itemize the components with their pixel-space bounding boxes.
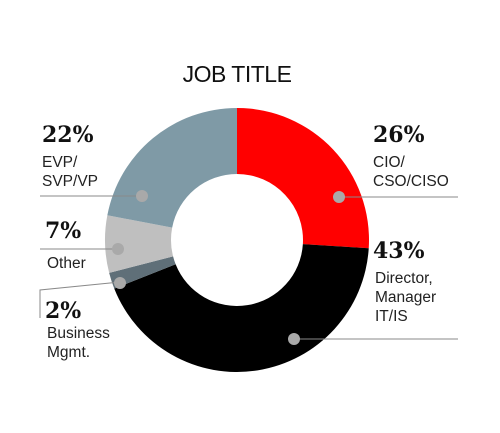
donut-slice-1 [237, 108, 369, 249]
slice-value-label: 22% [42, 122, 94, 148]
donut-slice-2 [114, 244, 369, 373]
slice-category-label: Director, Manager IT/IS [375, 270, 436, 325]
slice-value-label: 2% [45, 298, 81, 324]
donut-slice-4 [105, 215, 174, 273]
slice-value-label: 7% [45, 218, 81, 244]
slice-category-label-line: CIO/ [373, 154, 406, 171]
leader-dot-2 [288, 333, 300, 345]
slice-category-label-line: SVP/VP [42, 173, 98, 190]
slice-category-label: Other [47, 255, 86, 272]
slice-category-label-line: IT/IS [375, 308, 408, 325]
slice-category-label-line: Business [47, 325, 110, 342]
donut-slice-3 [109, 256, 176, 289]
slice-value-label: 43% [373, 238, 425, 264]
leader-dot-1 [333, 191, 345, 203]
slice-category-label-line: Manager [375, 289, 436, 306]
slice-category-label: EVP/SVP/VP [42, 154, 98, 190]
slice-category-label: Business Mgmt. [47, 325, 110, 361]
slice-category-label: CIO/CSO/CISO [373, 154, 449, 190]
leader-dot-3 [114, 277, 126, 289]
donut-slice-5 [107, 108, 238, 228]
slice-category-label-line: Other [47, 255, 86, 272]
slice-category-label-line: Director, [375, 270, 433, 287]
slice-category-label-line: EVP/ [42, 154, 78, 171]
slice-category-label-line: CSO/CISO [373, 173, 449, 190]
slice-annotations: 26% CIO/CSO/CISO 43% Director, Manager IT/IS 2… [39, 122, 458, 361]
chart-title: JOB TITLE [183, 61, 292, 87]
leader-dot-4 [112, 243, 124, 255]
leader-line-3 [39, 281, 121, 318]
slice-value-label: 26% [373, 122, 425, 148]
leader-dot-5 [136, 190, 148, 202]
donut-slices [105, 108, 369, 373]
slice-category-label-line: Mgmt. [47, 344, 90, 361]
